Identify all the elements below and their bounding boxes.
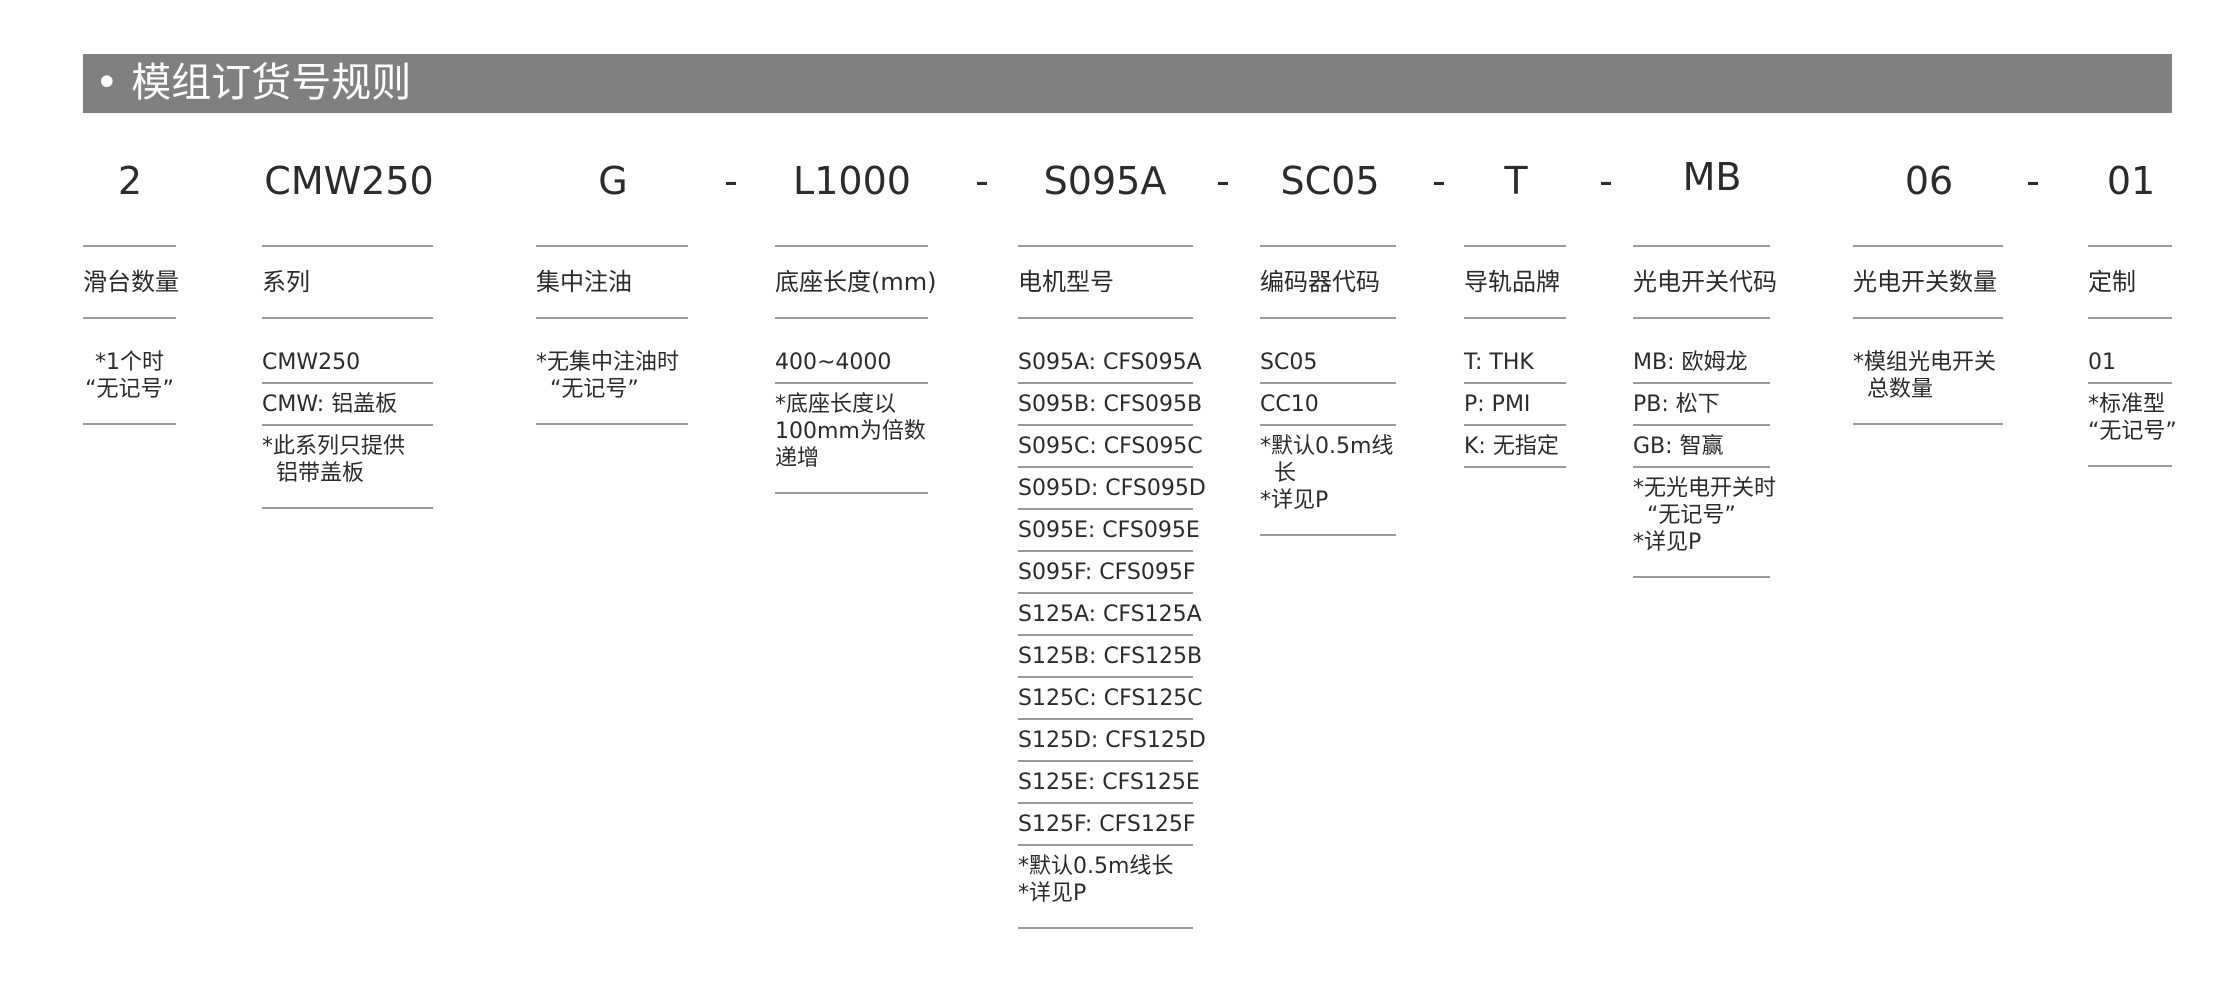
column: 滑台数量 *1个时 “无记号”	[83, 245, 179, 425]
column-label: 滑台数量	[83, 247, 179, 319]
column: 导轨品牌 T: THK P: PMI K: 无指定	[1464, 245, 1566, 468]
code-segment: 01	[2106, 159, 2156, 203]
divider	[1018, 245, 1193, 247]
code-segment: SC05	[1280, 159, 1380, 203]
option-note: *底座长度以 100mm为倍数 递增	[775, 384, 928, 494]
code-segment: T	[1504, 159, 1528, 203]
column-label: 光电开关代码	[1633, 247, 1777, 319]
option-item: CC10	[1260, 384, 1396, 426]
option-item: CMW250	[262, 349, 433, 384]
column-label: 编码器代码	[1260, 247, 1396, 319]
column: 编码器代码 SC05 CC10 *默认0.5m线 长 *详见P	[1260, 245, 1396, 536]
option-item: S125E: CFS125E	[1018, 762, 1200, 804]
option-item: MB: 欧姆龙	[1633, 349, 1770, 384]
option-item: CMW: 铝盖板	[262, 384, 433, 426]
option-item: S095E: CFS095E	[1018, 510, 1200, 552]
code-separator: -	[2026, 159, 2040, 203]
code-segment: CMW250	[264, 159, 434, 203]
option-item: S095F: CFS095F	[1018, 552, 1196, 594]
option-item: 01	[2088, 349, 2172, 384]
code-segment: G	[598, 159, 628, 203]
column-label: 导轨品牌	[1464, 247, 1566, 319]
divider	[2088, 245, 2172, 247]
column: 系列 CMW250 CMW: 铝盖板 *此系列只提供 铝带盖板	[262, 245, 433, 509]
column-label: 电机型号	[1018, 247, 1193, 319]
option-note: *默认0.5m线 长 *详见P	[1260, 426, 1396, 536]
option-note: *模组光电开关 总数量	[1853, 349, 2003, 425]
option-item: SC05	[1260, 349, 1396, 384]
code-segment: MB	[1682, 155, 1742, 199]
option-note: *无光电开关时 “无记号” *详见P	[1633, 468, 1776, 578]
code-separator: -	[724, 159, 738, 203]
option-item: S125F: CFS125F	[1018, 804, 1196, 846]
option-item: T: THK	[1464, 349, 1566, 384]
option-item: 400~4000	[775, 349, 928, 384]
divider	[262, 245, 433, 247]
option-item: P: PMI	[1464, 384, 1566, 426]
option-item: GB: 智赢	[1633, 426, 1770, 468]
option-item: PB: 松下	[1633, 384, 1770, 426]
code-segment: L1000	[793, 159, 911, 203]
divider	[83, 245, 176, 247]
column: 光电开关代码 MB: 欧姆龙 PB: 松下 GB: 智赢 *无光电开关时 “无记号” *…	[1633, 245, 1777, 578]
code-segment: 2	[117, 159, 143, 203]
option-item: S095C: CFS095C	[1018, 426, 1203, 468]
option-note: *此系列只提供 铝带盖板	[262, 426, 433, 509]
option-note: *标准型 “无记号”	[2088, 384, 2177, 467]
divider	[1853, 245, 2003, 247]
column: 光电开关数量 *模组光电开关 总数量	[1853, 245, 2003, 425]
option-item: K: 无指定	[1464, 426, 1566, 468]
option-item: S095D: CFS095D	[1018, 468, 1206, 510]
divider	[1260, 245, 1396, 247]
option-item: S125B: CFS125B	[1018, 636, 1202, 678]
column: 定制 01 *标准型 “无记号”	[2088, 245, 2177, 467]
code-segment: S095A	[1043, 159, 1167, 203]
divider	[536, 245, 688, 247]
code-separator: -	[1432, 159, 1446, 203]
divider	[1464, 245, 1566, 247]
code-separator: -	[1599, 159, 1613, 203]
code-segment: 06	[1904, 159, 1954, 203]
code-separator: -	[1216, 159, 1230, 203]
option-note: *无集中注油时 “无记号”	[536, 349, 688, 425]
option-item: S125D: CFS125D	[1018, 720, 1206, 762]
option-item: S095A: CFS095A	[1018, 349, 1202, 384]
column: 集中注油 *无集中注油时 “无记号”	[536, 245, 688, 425]
column: 底座长度(mm) 400~4000 *底座长度以 100mm为倍数 递增	[775, 245, 936, 494]
column-label: 集中注油	[536, 247, 688, 319]
column-label: 定制	[2088, 247, 2172, 319]
divider	[1633, 245, 1770, 247]
column-label: 光电开关数量	[1853, 247, 2003, 319]
column-label: 系列	[262, 247, 433, 319]
column-label: 底座长度(mm)	[775, 247, 936, 319]
column: 电机型号 S095A: CFS095A S095B: CFS095B S095C: C…	[1018, 245, 1206, 929]
option-item: S095B: CFS095B	[1018, 384, 1202, 426]
option-item: S125A: CFS125A	[1018, 594, 1202, 636]
option-note: *默认0.5m线长 *详见P	[1018, 846, 1193, 929]
option-note: *1个时 “无记号”	[83, 349, 176, 425]
divider	[775, 245, 928, 247]
code-separator: -	[975, 159, 989, 203]
section-header: • 模组订货号规则	[83, 54, 2172, 113]
option-item: S125C: CFS125C	[1018, 678, 1203, 720]
